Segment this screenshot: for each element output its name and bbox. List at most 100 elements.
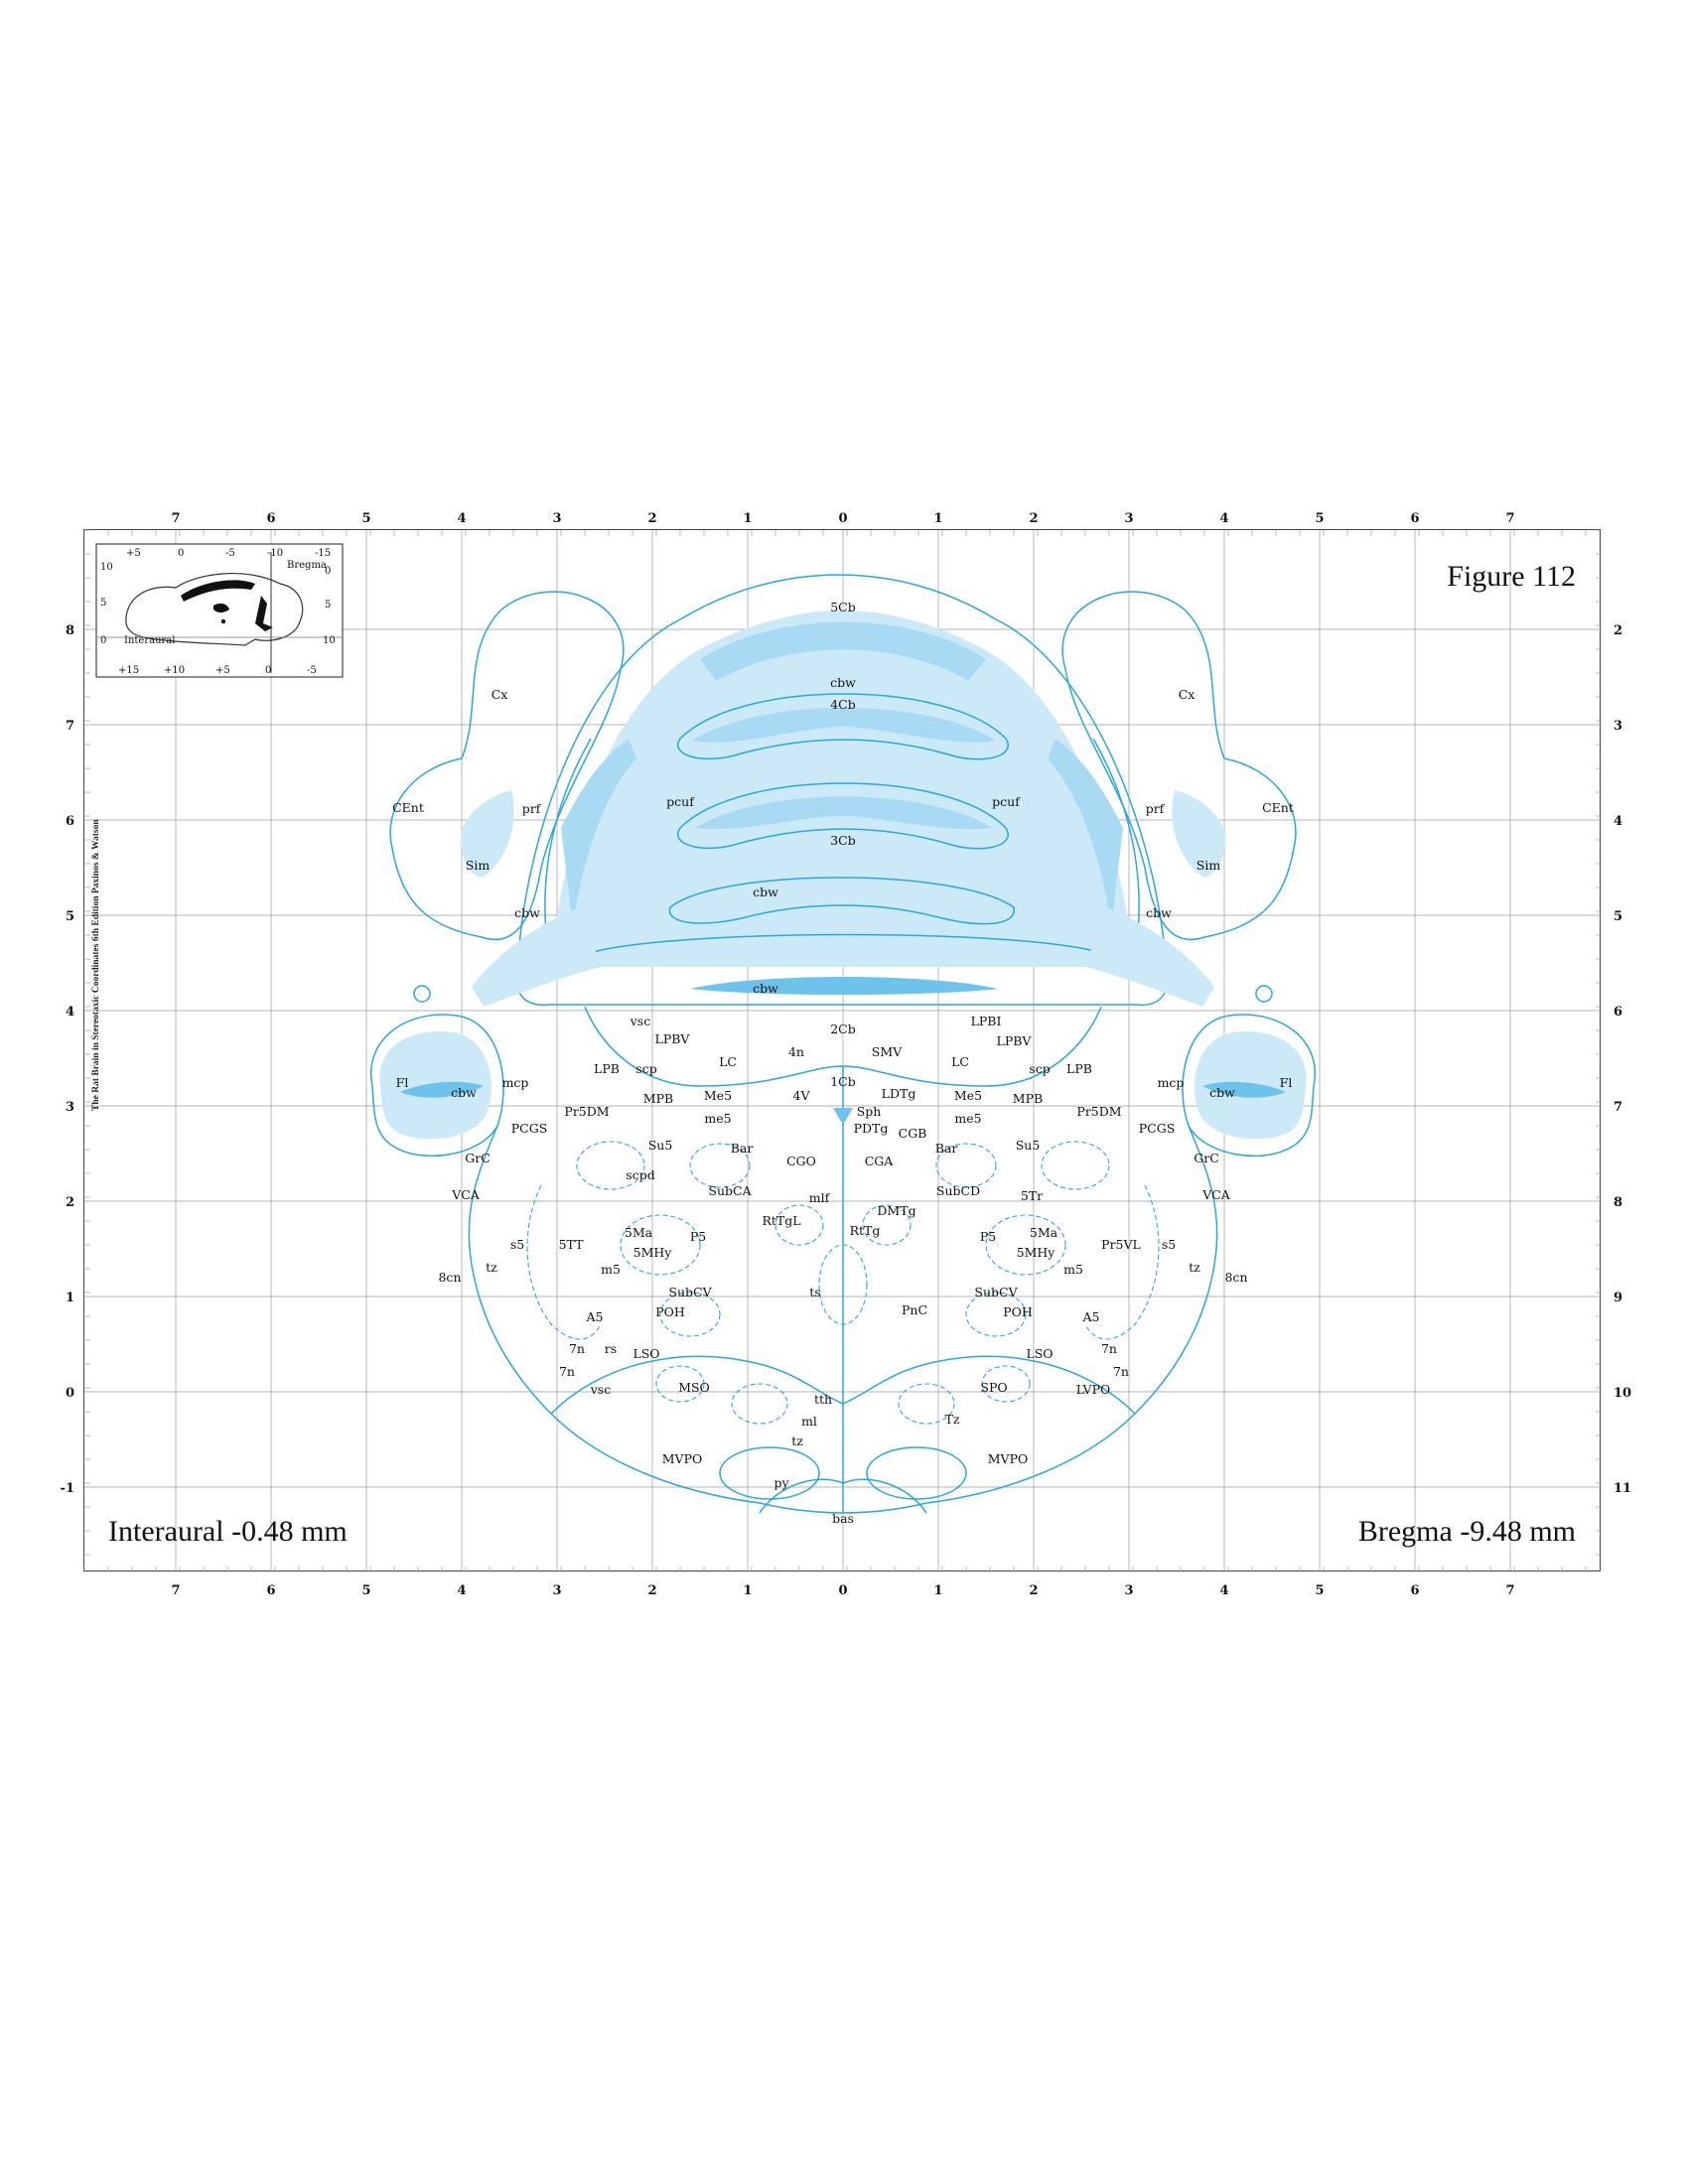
right-tick-label: 11 [1614, 1481, 1631, 1496]
structure-label: LPBV [655, 1031, 691, 1046]
bottom-tick-label: 5 [361, 1583, 370, 1598]
structure-label: VCA [451, 1187, 481, 1202]
structure-label: PDTg [854, 1121, 889, 1136]
structure-label: LC [951, 1054, 969, 1069]
structure-label: cbw [1146, 905, 1172, 920]
bottom-tick-label: 0 [838, 1583, 847, 1598]
structure-label: cbw [830, 675, 856, 690]
structure-label: PCGS [511, 1121, 548, 1136]
structure-label: scp [1029, 1061, 1050, 1076]
structure-label: 8cn [438, 1270, 461, 1285]
vertical-credit: The Rat Brain in Stereotaxic Coordinates… [91, 819, 101, 1111]
right-tick-label: 6 [1614, 1005, 1622, 1020]
structure-label: LPBV [997, 1033, 1033, 1048]
top-tick-label: 7 [1505, 511, 1514, 526]
structure-label: 2Cb [830, 1022, 856, 1036]
structure-label: P5 [690, 1229, 706, 1244]
inset-bottom-tick: -5 [307, 665, 317, 676]
right-tick-label: 7 [1614, 1100, 1622, 1115]
top-tick-label: 1 [743, 511, 752, 526]
interaural-coordinate: Interaural -0.48 mm [108, 1515, 348, 1548]
right-tick-label: 2 [1614, 623, 1622, 638]
structure-label: SubCV [974, 1285, 1018, 1299]
structure-label: tz [1189, 1260, 1200, 1275]
structure-label: pcuf [992, 794, 1021, 809]
inset-right-tick: 5 [325, 600, 331, 611]
structure-label: mcp [1158, 1075, 1185, 1090]
structure-label: Pr5DM [564, 1104, 609, 1119]
inset-left-tick: 0 [100, 635, 106, 646]
structure-label: SubCV [668, 1285, 712, 1299]
structure-label: CGB [899, 1126, 927, 1141]
left-tick-label: 8 [66, 623, 74, 638]
structure-label: prf [522, 801, 542, 816]
right-tick-label: 9 [1614, 1291, 1622, 1305]
structure-label: Me5 [704, 1088, 732, 1103]
bottom-tick-label: 4 [457, 1583, 466, 1598]
top-tick-label: 7 [171, 511, 180, 526]
inset-top-tick: 0 [178, 548, 184, 559]
structure-label: me5 [704, 1111, 731, 1126]
left-tick-label: 1 [66, 1291, 74, 1305]
structure-label: LSO [1026, 1346, 1053, 1361]
structure-label: MPB [643, 1091, 673, 1106]
structure-label: mcp [502, 1075, 529, 1090]
structure-label: SubCA [708, 1183, 752, 1198]
bottom-tick-label: 3 [552, 1583, 561, 1598]
bottom-tick-label: 6 [1410, 1583, 1419, 1598]
axis-ticks: 7 6 5 4 3 2 1 0 1 2 3 4 5 6 77 6 5 4 3 2 1 0 1 2 3 4 5 6 7876543210-… [61, 511, 1632, 1598]
structure-labels: 5Cb cbw 4Cb pcuf pcuf 3Cb cbw cbw 2Cb Cx… [392, 600, 1294, 1526]
inset-bottom-tick: 0 [265, 665, 271, 676]
left-tick-label: 4 [66, 1005, 74, 1020]
structure-label: 7n [1101, 1341, 1117, 1356]
structure-label: vsc [590, 1382, 611, 1397]
structure-label: VCA [1201, 1187, 1231, 1202]
structure-label: rs [605, 1341, 617, 1356]
structure-label: me5 [954, 1111, 981, 1126]
right-tick-label: 4 [1614, 814, 1622, 829]
structure-label: PnC [902, 1302, 927, 1317]
top-tick-label: 2 [1029, 511, 1038, 526]
structure-label: P5 [980, 1229, 996, 1244]
bottom-tick-label: 5 [1315, 1583, 1324, 1598]
structure-label: m5 [1063, 1262, 1083, 1277]
structure-label: DMTg [877, 1203, 915, 1218]
inset-bregma-label: Bregma [287, 560, 327, 571]
inset-right-tick: 0 [325, 566, 331, 577]
inset-right-tick: 10 [323, 635, 336, 646]
structure-label: 7n [569, 1341, 585, 1356]
structure-label: pcuf [666, 794, 695, 809]
bottom-tick-label: 7 [1505, 1583, 1514, 1598]
structure-label: Bar [731, 1141, 754, 1156]
inset-top-tick: -5 [225, 548, 235, 559]
structure-label: Cx [1179, 687, 1196, 702]
structure-label: tth [814, 1392, 832, 1407]
top-tick-label: 5 [1315, 511, 1324, 526]
structure-label: 1Cb [830, 1074, 856, 1089]
structure-label: A5 [586, 1309, 604, 1324]
right-tick-label: 5 [1614, 909, 1622, 924]
bottom-tick-label: 3 [1124, 1583, 1133, 1598]
inset-sagittal-map: +5 0 -5 -10 -15 +15 +10 +5 0 -5 10 5 0 0… [95, 543, 344, 678]
top-tick-label: 6 [266, 511, 275, 526]
left-tick-label: 7 [66, 719, 74, 734]
bottom-tick-label: 6 [266, 1583, 275, 1598]
structure-label: tz [791, 1433, 803, 1448]
structure-label: CEnt [392, 800, 424, 815]
bottom-tick-label: 1 [743, 1583, 752, 1598]
inset-interaural-label: Interaural [124, 635, 175, 646]
structure-label: Fl [396, 1075, 409, 1090]
structure-label: GrC [465, 1151, 491, 1165]
structure-label: 4n [788, 1044, 804, 1059]
structure-label: RtTg [850, 1223, 881, 1238]
structure-label: m5 [601, 1262, 621, 1277]
top-tick-label: 3 [1124, 511, 1133, 526]
structure-label: 5Cb [830, 600, 856, 614]
structure-label: Pr5DM [1076, 1104, 1121, 1119]
structure-label: MVPO [988, 1451, 1029, 1466]
bottom-tick-label: 1 [933, 1583, 942, 1598]
structure-label: 5TT [559, 1237, 585, 1252]
structure-label: LVPO [1076, 1382, 1111, 1397]
structure-label: CEnt [1262, 800, 1294, 815]
